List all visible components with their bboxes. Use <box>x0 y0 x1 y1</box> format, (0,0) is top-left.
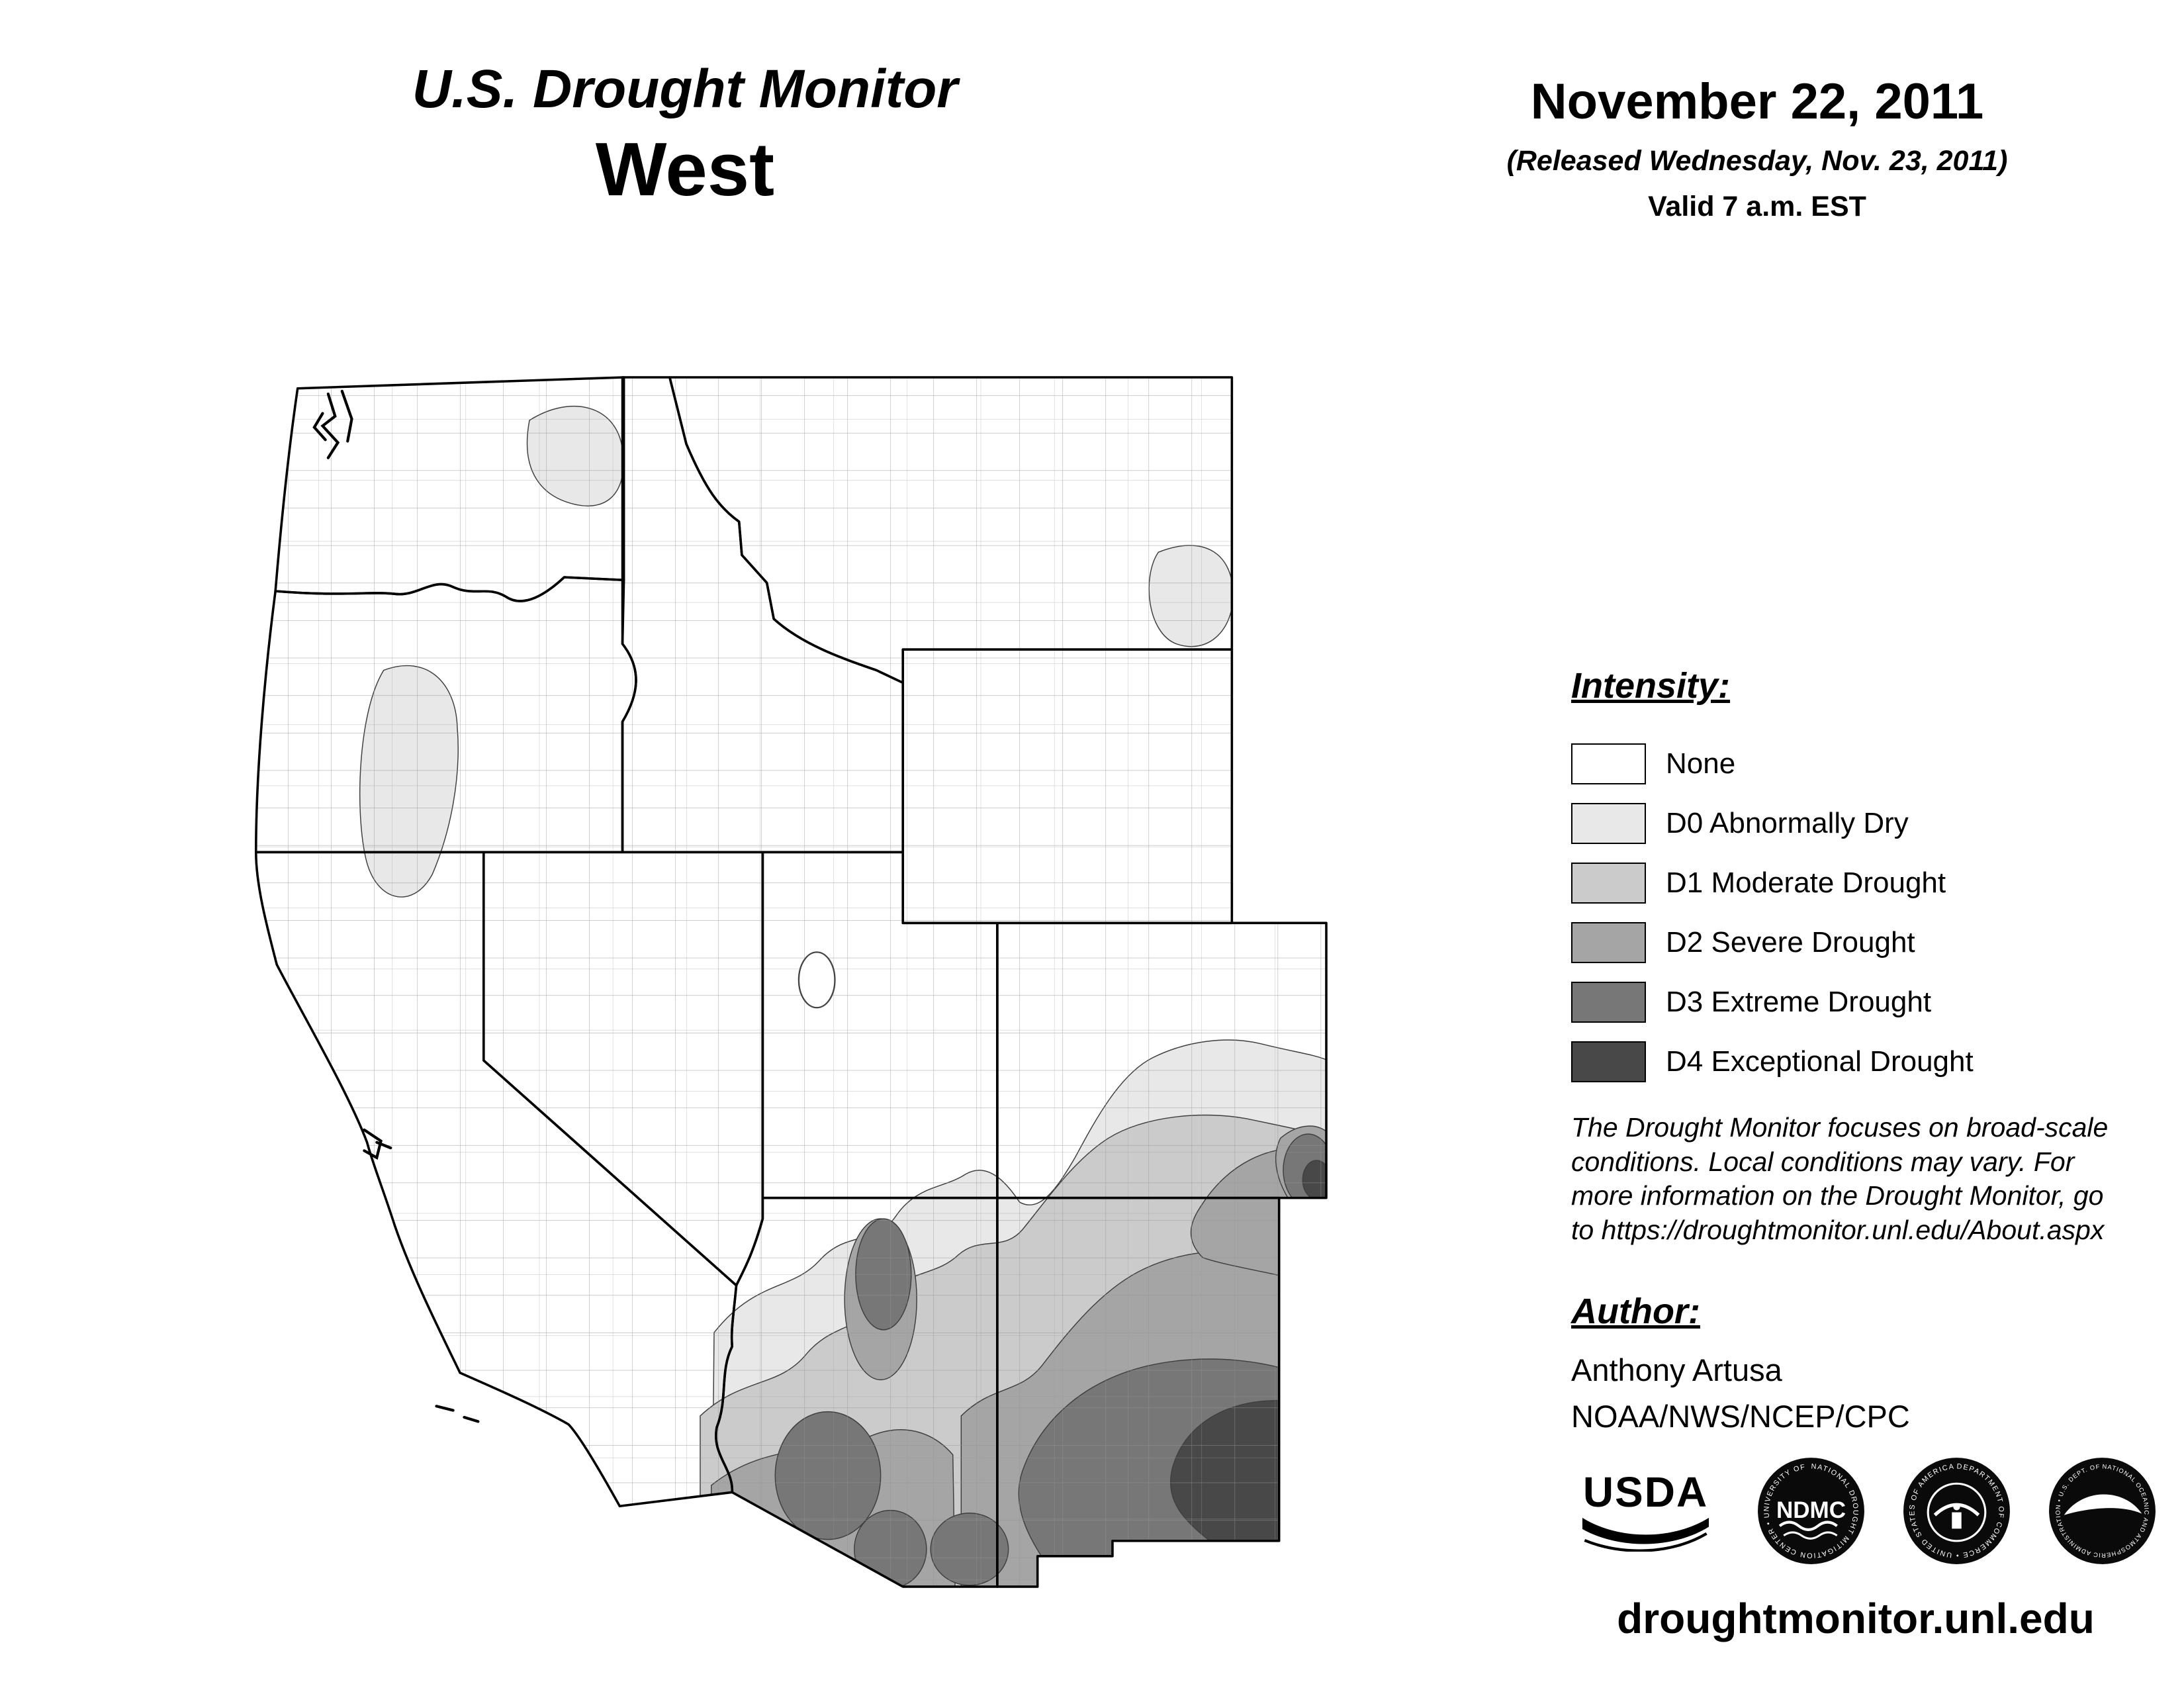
legend-item-d2: D2 Severe Drought <box>1571 913 1974 972</box>
region-title: West <box>595 128 775 212</box>
map-date: November 22, 2011 <box>1530 73 1984 130</box>
valid-time: Valid 7 a.m. EST <box>1648 191 1866 222</box>
eagle-shield-icon <box>1952 1512 1962 1529</box>
legend-item-none: None <box>1571 734 1974 794</box>
legend-swatch-d2 <box>1571 922 1646 963</box>
legend-item-d4: D4 Exceptional Drought <box>1571 1032 1974 1092</box>
disclaimer-text: The Drought Monitor focuses on broad-sca… <box>1571 1112 2109 1245</box>
usda-swoosh-icon <box>1582 1517 1709 1552</box>
legend-swatch-none <box>1571 743 1646 784</box>
legend-label-d1: D1 Moderate Drought <box>1666 867 1946 899</box>
monitor-title: U.S. Drought Monitor <box>412 59 958 119</box>
drought-shading-layer <box>255 377 1326 1587</box>
usda-logo: USDA <box>1571 1471 1720 1552</box>
drought-map <box>254 376 1328 1588</box>
commerce-inner-ring <box>1927 1482 1987 1542</box>
great-salt-lake <box>797 951 836 1009</box>
ndmc-logo-text: NDMC <box>1776 1497 1846 1523</box>
date-block: November 22, 2011 (Released Wednesday, N… <box>1443 73 2071 223</box>
noaa-logo: NATIONAL OCEANIC AND ATMOSPHERIC ADMINIS… <box>2048 1456 2156 1564</box>
legend-label-d3: D3 Extreme Drought <box>1666 986 1932 1018</box>
legend-label-none: None <box>1666 747 1736 780</box>
usda-logo-text: USDA <box>1582 1468 1709 1516</box>
author-heading: Author: <box>1571 1291 1700 1331</box>
legend-item-d0: D0 Abnormally Dry <box>1571 794 1974 853</box>
author-name: Anthony Artusa <box>1571 1352 1782 1387</box>
legend-label-d0: D0 Abnormally Dry <box>1666 807 1909 839</box>
logo-row: USDA NATIONAL DROUGHT MITIGATION CENTER … <box>1571 1456 2157 1566</box>
release-date: (Released Wednesday, Nov. 23, 2011) <box>1506 145 2008 177</box>
legend-heading: Intensity: <box>1571 666 1731 706</box>
footer-url: droughtmonitor.unl.edu <box>1617 1595 2095 1642</box>
commerce-logo: DEPARTMENT OF COMMERCE • UNITED STATES O… <box>1903 1458 2010 1564</box>
legend-item-d1: D1 Moderate Drought <box>1571 853 1974 913</box>
legend-item-d3: D3 Extreme Drought <box>1571 972 1974 1032</box>
coastline-detail <box>312 389 480 1423</box>
author-org: NOAA/NWS/NCEP/CPC <box>1571 1399 1910 1434</box>
legend: Intensity: None D0 Abnormally Dry D1 Mod… <box>1571 665 1974 1092</box>
title-block: U.S. Drought Monitor West <box>344 59 1026 212</box>
noaa-seabird-icon <box>2064 1494 2142 1515</box>
legend-swatch-d3 <box>1571 982 1646 1023</box>
legend-swatch-d1 <box>1571 863 1646 904</box>
ndmc-logo: NATIONAL DROUGHT MITIGATION CENTER • UNI… <box>1756 1456 1864 1564</box>
legend-swatch-d4 <box>1571 1041 1646 1082</box>
legend-label-d4: D4 Exceptional Drought <box>1666 1045 1974 1078</box>
legend-label-d2: D2 Severe Drought <box>1666 926 1915 959</box>
legend-swatch-d0 <box>1571 803 1646 844</box>
eagle-head-icon <box>1953 1503 1960 1511</box>
